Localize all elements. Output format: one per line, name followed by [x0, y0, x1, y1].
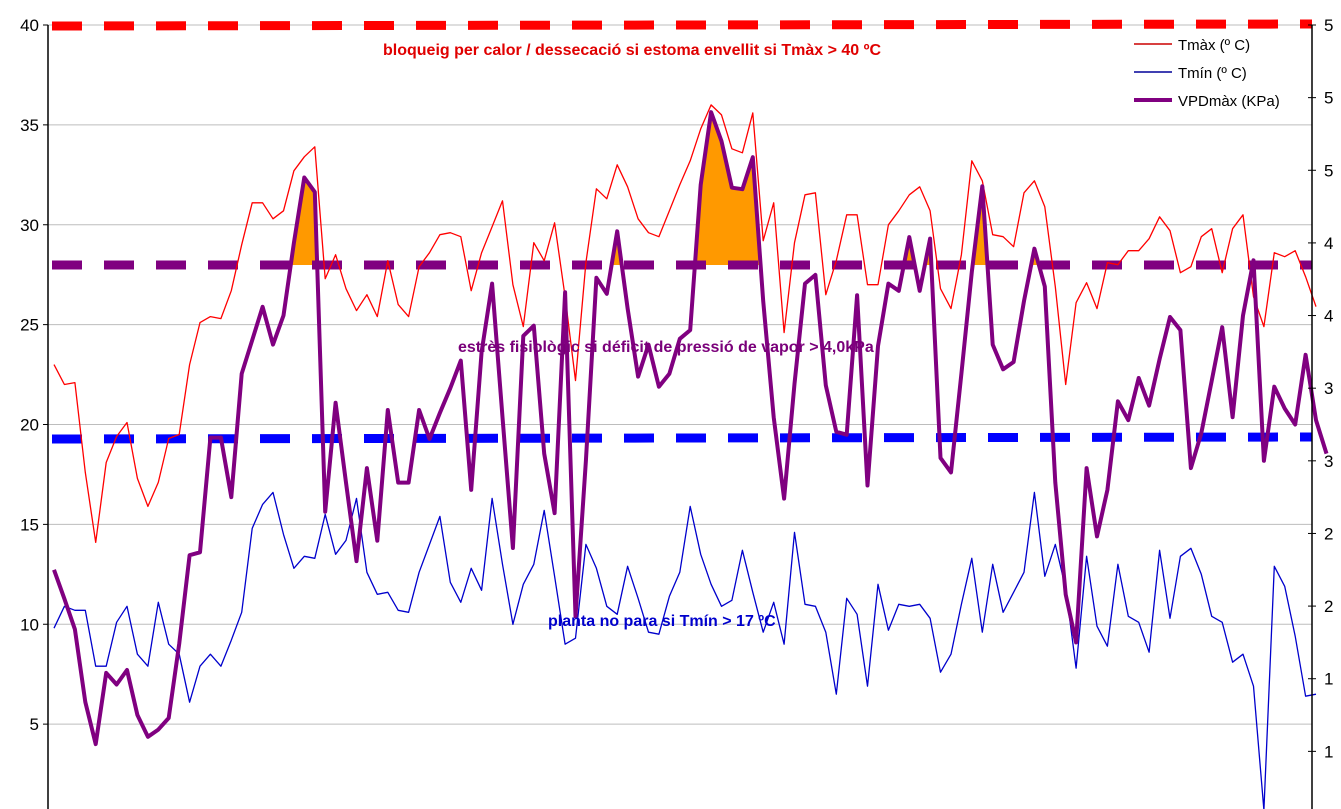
right-tick-label: 2	[1324, 524, 1333, 543]
left-tick-label: 35	[20, 116, 39, 135]
legend-label-vpd: VPDmàx (KPa)	[1178, 93, 1280, 110]
series-line-tmin	[53, 491, 1317, 809]
Tmax-threshold-line	[51, 19, 1313, 31]
right-tick-label: 5	[1324, 89, 1333, 108]
left-tick-label: 15	[20, 515, 39, 534]
right-tick-label: 5	[1324, 16, 1333, 35]
right-tick-label: 2	[1324, 597, 1333, 616]
left-axis-ticks: 0510152025303540	[20, 16, 48, 734]
left-tick-label: 25	[20, 316, 39, 335]
right-tick-label: 3	[1324, 452, 1333, 471]
series-line-vpd	[52, 110, 1329, 747]
right-tick-label: 4	[1324, 307, 1333, 326]
vpd-exceedance-area	[290, 177, 318, 265]
right-tick-label: 1	[1324, 670, 1333, 689]
legend-label-tmax: Tmàx (º C)	[1178, 37, 1250, 54]
tmax-threshold-label: bloqueig per calor / dessecació si estom…	[383, 42, 881, 59]
right-tick-label: 4	[1324, 234, 1333, 253]
threshold-lines	[51, 19, 1313, 444]
legend: Tmàx (º C) Tmín (º C) VPDmàx (KPa)	[1134, 37, 1280, 110]
legend-label-tmin: Tmín (º C)	[1178, 65, 1247, 82]
right-tick-label: 5	[1324, 161, 1333, 180]
series-line-tmax	[53, 104, 1317, 544]
left-tick-label: 5	[30, 715, 39, 734]
Tmin-threshold-line	[51, 432, 1313, 444]
series-lines	[52, 104, 1329, 809]
left-tick-label: 10	[20, 615, 39, 634]
left-tick-label: 20	[20, 416, 39, 435]
tmin-threshold-label: planta no para si Tmín > 17 ºC	[548, 613, 776, 630]
left-tick-label: 40	[20, 16, 39, 35]
vpd-threshold-label: estrès fisiològic si déficit de pressió …	[458, 339, 874, 356]
right-tick-label: 1	[1324, 742, 1333, 761]
vpd-exceedance-area	[694, 112, 761, 265]
right-tick-label: 3	[1324, 379, 1333, 398]
left-tick-label: 30	[20, 216, 39, 235]
